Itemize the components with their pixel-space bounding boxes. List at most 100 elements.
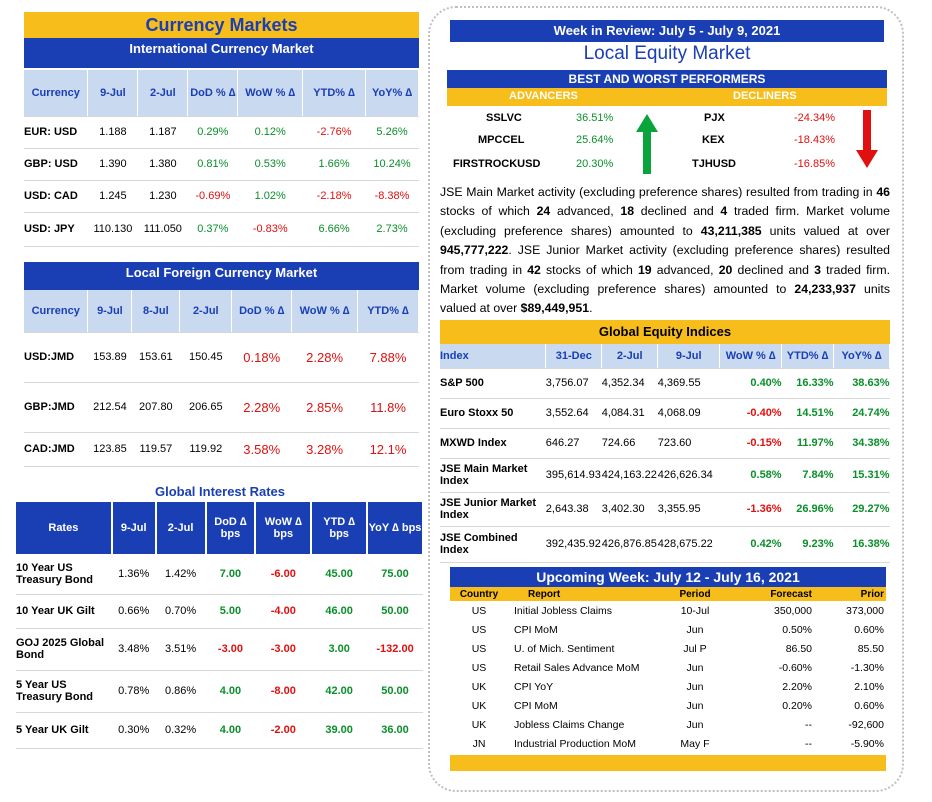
cell: 0.20% (782, 699, 812, 712)
cell: Retail Sales Advance MoM (514, 661, 640, 674)
cell: CAD:JMD (24, 432, 88, 467)
cell: 5 Year UK Gilt (16, 712, 112, 749)
cell: 3,355.95 (657, 492, 720, 527)
col-header: 2-Jul (155, 502, 207, 554)
cell: 123.85 (87, 432, 132, 467)
cell: 3,552.64 (545, 398, 602, 429)
col-header: Rates (16, 502, 113, 554)
currency-markets-title: Currency Markets (24, 12, 419, 38)
market-summary-paragraph: JSE Main Market activity (excluding pref… (440, 183, 890, 319)
table-row: S&P 500 3,756.07 4,352.34 4,369.55 0.40%… (440, 368, 890, 399)
cell: 3,402.30 (601, 492, 658, 527)
cell: 646.27 (545, 428, 602, 459)
cell: Industrial Production MoM (514, 737, 636, 750)
cell: -0.15% (719, 428, 782, 459)
cell: -6.00 (255, 554, 312, 595)
table-row: USD:JMD 153.89 153.61 150.45 0.18% 2.28%… (24, 332, 419, 383)
cell: 1.36% (111, 554, 156, 595)
para-text: stocks of which (540, 262, 638, 277)
col-header: WoW % ∆ (237, 70, 304, 117)
cell: 2.85% (291, 382, 358, 433)
cell: 212.54 (87, 382, 132, 433)
cell: 3.48% (111, 628, 156, 671)
table-row: 5 Year UK Gilt 0.30% 0.32% 4.00 -2.00 39… (16, 712, 423, 749)
table-row: 10 Year UK Gilt 0.66% 0.70% 5.00 -4.00 4… (16, 594, 423, 629)
para-text: units valued at over (761, 223, 890, 238)
cell: -0.69% (187, 180, 238, 213)
cell: USD:JMD (24, 332, 88, 383)
cell: 36.00 (367, 712, 423, 749)
cell: 153.89 (87, 332, 132, 383)
international-currency-table: Currency 9-Jul 2-Jul DoD % ∆ WoW % ∆ YTD… (24, 70, 419, 247)
decliner-value: -24.34% (794, 112, 835, 124)
cell: JSE Main Market Index (440, 458, 546, 493)
col-header: 2-Jul (179, 290, 233, 333)
cell: 0.50% (782, 623, 812, 636)
col-header: Period (658, 587, 732, 601)
cell: US (471, 661, 487, 674)
cell: Jul P (683, 642, 707, 655)
cell: 39.00 (311, 712, 368, 749)
cell: Jun (686, 661, 704, 674)
week-in-review-label: Week in Review: July 5 - July 9, 2021 (450, 20, 884, 42)
table-header: Rates 9-Jul 2-Jul DoD ∆ bps WoW ∆ bps YT… (16, 502, 424, 554)
cell: 1.390 (87, 148, 138, 181)
para-text: advanced, (550, 204, 621, 219)
upcoming-week-footer-bar (450, 755, 886, 771)
col-header: Forecast (732, 587, 812, 601)
table-row: US U. of Mich. Sentiment Jul P 86.50 85.… (450, 639, 886, 658)
col-header: 9-Jul (87, 290, 133, 333)
cell: 0.12% (237, 116, 303, 149)
cell: 2.28% (291, 332, 358, 383)
para-number: 24 (536, 204, 551, 219)
local-foreign-currency-title: Local Foreign Currency Market (24, 262, 419, 290)
cell: -0.60% (778, 661, 812, 674)
cell: 424,163.22 (601, 458, 658, 493)
cell: May F (680, 737, 710, 750)
col-header: YTD% ∆ (357, 290, 419, 333)
cell: 1.380 (137, 148, 188, 181)
cell: 724.66 (601, 428, 658, 459)
cell: Initial Jobless Claims (514, 604, 613, 617)
advancer-name: MPCCEL (478, 134, 525, 146)
col-header: Report (508, 587, 658, 601)
global-equity-indices-title: Global Equity Indices (440, 320, 890, 344)
cell: 2.20% (782, 680, 812, 693)
table-row: UK Jobless Claims Change Jun -- -92,600 (450, 715, 886, 734)
cell: 373,000 (846, 604, 884, 617)
col-header: YoY% ∆ (833, 344, 890, 369)
para-number: 42 (527, 262, 541, 277)
cell: 1.66% (302, 148, 366, 181)
week-review-frame (428, 6, 904, 792)
cell: 0.86% (155, 670, 206, 713)
decliner-value: -18.43% (794, 134, 835, 146)
para-text: advanced, (651, 262, 719, 277)
best-worst-subheader: ADVANCERS DECLINERS (447, 88, 887, 106)
cell: 0.60% (854, 699, 884, 712)
cell: GBP:JMD (24, 382, 88, 433)
col-header: YoY% ∆ (365, 70, 419, 117)
cell: 428,675.22 (657, 526, 720, 563)
col-header: 9-Jul (657, 344, 721, 369)
table-row: USD: JPY 110.130 111.050 0.37% -0.83% 6.… (24, 212, 419, 247)
cell: 0.40% (719, 368, 782, 399)
cell: 1.42% (155, 554, 206, 595)
upcoming-week-title: Upcoming Week: July 12 - July 16, 2021 (450, 567, 886, 587)
col-header: Country (450, 587, 508, 601)
cell: 26.96% (781, 492, 834, 527)
cell: Jun (686, 699, 704, 712)
para-number: 46 (876, 185, 890, 199)
cell: 75.00 (367, 554, 423, 595)
cell: 38.63% (833, 368, 890, 399)
table-header: Index 31-Dec 2-Jul 9-Jul WoW % ∆ YTD% ∆ … (440, 344, 890, 369)
cell: 10 Year UK Gilt (16, 594, 112, 629)
para-text: traded firm. Market volume (excluding pr… (440, 204, 890, 238)
cell: 150.45 (179, 332, 232, 383)
cell: 0.60% (854, 623, 884, 636)
cell: US (471, 623, 487, 636)
cell: 206.65 (179, 382, 232, 433)
cell: U. of Mich. Sentiment (514, 642, 615, 655)
cell: 7.00 (205, 554, 256, 595)
cell: 5.26% (365, 116, 419, 149)
advancer-value: 25.64% (576, 134, 614, 146)
